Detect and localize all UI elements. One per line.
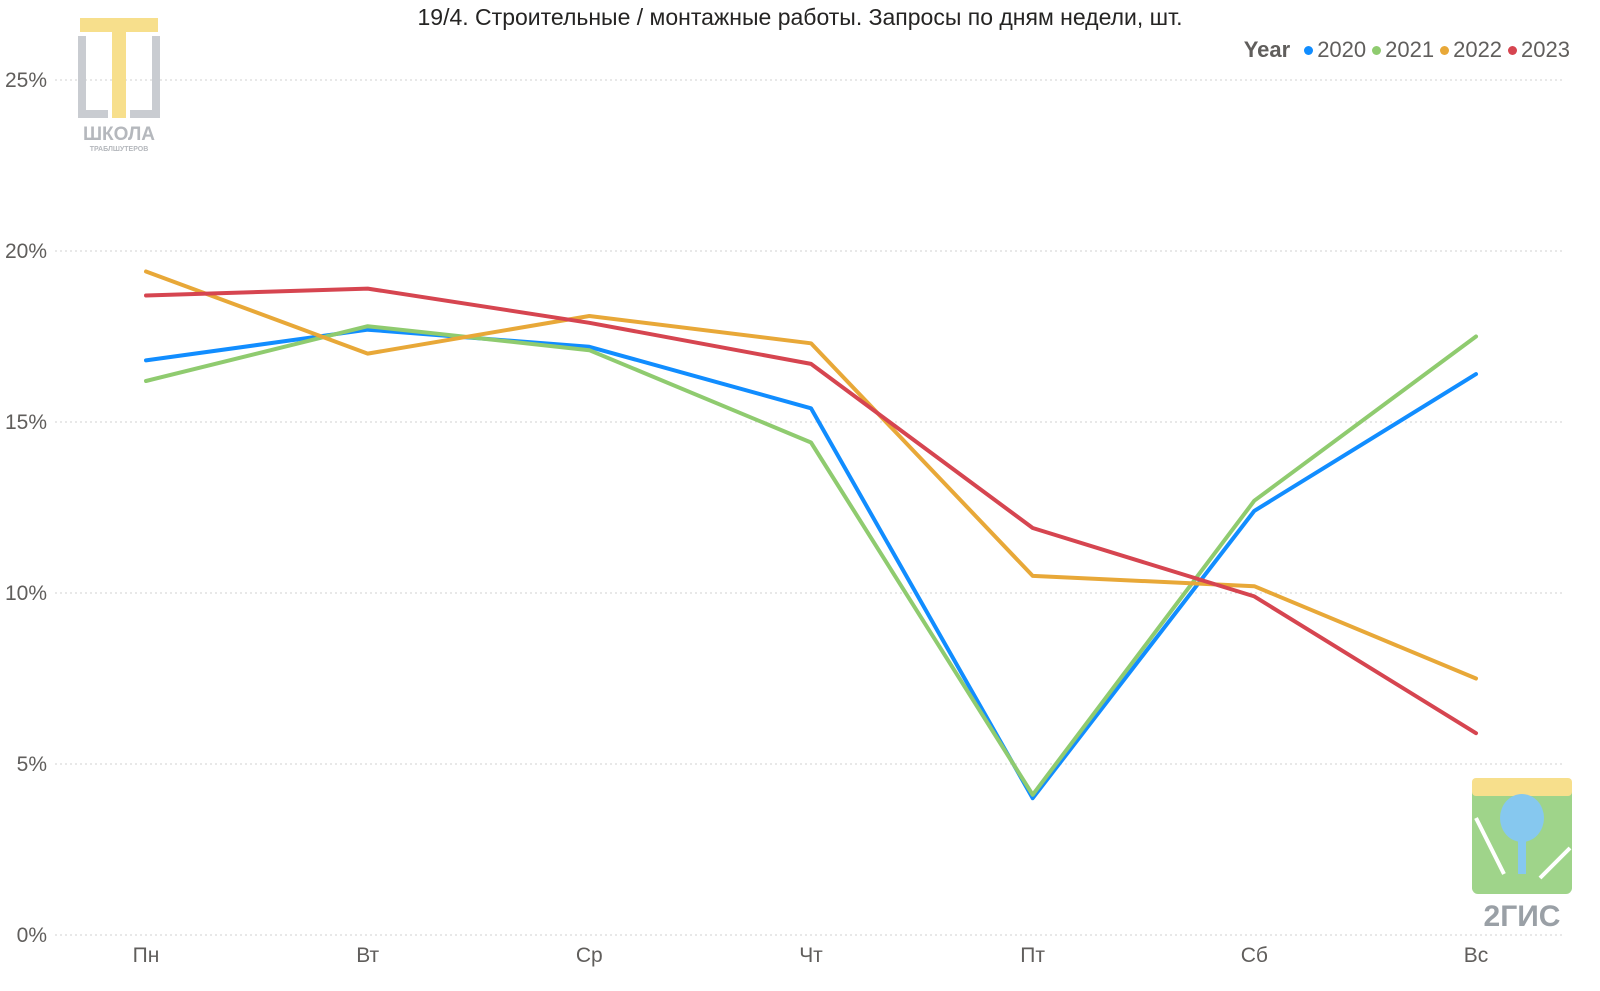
series-line-2020[interactable] (144, 327, 1478, 801)
y-axis-ticks: 0% 5% 10% 15% 20% 25% (5, 69, 47, 947)
series-line-2021[interactable] (144, 324, 1478, 797)
chart-title: 19/4. Строительные / монтажные работы. З… (417, 4, 1183, 30)
x-tick-label: Чт (799, 944, 823, 967)
series-line-2023[interactable] (144, 286, 1478, 736)
y-tick-label: 20% (5, 240, 47, 263)
y-tick-label: 5% (17, 753, 47, 776)
legend-marker-icon (1372, 45, 1382, 55)
y-tick-label: 10% (5, 582, 47, 605)
school-logo-subtext: ТРАБЛШУТЕРОВ (90, 146, 149, 153)
legend-item-label: 2022 (1453, 37, 1503, 62)
series-line-2022[interactable] (144, 269, 1478, 681)
legend-item-2020[interactable]: 2020 (1304, 37, 1366, 63)
school-logo-text: ШКОЛА (83, 124, 155, 145)
school-logo: ШКОЛА ТРАБЛШУТЕРОВ (78, 18, 160, 153)
legend-item-label: 2023 (1521, 37, 1570, 62)
legend-marker-icon (1440, 45, 1450, 55)
legend-item-label: 2021 (1385, 37, 1435, 62)
y-tick-label: 25% (5, 69, 47, 92)
x-tick-label: Вс (1464, 944, 1489, 967)
legend[interactable]: Year 2020 2021 2022 2023 (1244, 37, 1570, 63)
2gis-logo: 2ГИС (1472, 778, 1572, 933)
y-tick-label: 15% (5, 411, 47, 434)
legend-title: Year (1243, 37, 1291, 62)
series-lines (144, 269, 1478, 801)
legend-item-2023[interactable]: 2023 (1508, 37, 1570, 63)
gridlines (55, 79, 1565, 936)
legend-items: 2020 2021 2022 2023 (1298, 37, 1570, 63)
legend-item-label: 2020 (1317, 37, 1367, 62)
x-tick-label: Вт (356, 944, 379, 967)
y-tick-label: 0% (17, 924, 47, 947)
legend-item-2021[interactable]: 2021 (1372, 37, 1434, 63)
legend-marker-icon (1304, 45, 1314, 55)
x-tick-label: Пн (133, 944, 160, 967)
x-tick-label: Сб (1241, 944, 1268, 967)
legend-marker-icon (1508, 45, 1518, 55)
x-tick-label: Пт (1020, 944, 1045, 967)
x-tick-label: Ср (576, 944, 603, 967)
legend-item-2022[interactable]: 2022 (1440, 37, 1502, 63)
2gis-logo-text: 2ГИС (1484, 900, 1561, 933)
x-axis-ticks: Пн Вт Ср Чт Пт Сб Вс (133, 944, 1489, 967)
